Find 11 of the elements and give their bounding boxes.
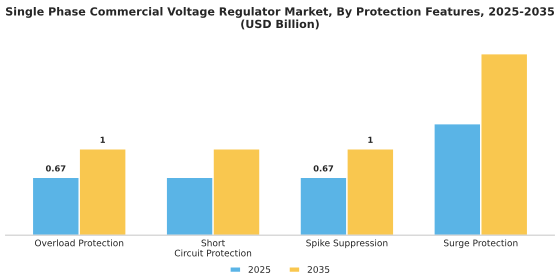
data-label: 0.67 (314, 165, 334, 172)
chart-title: Single Phase Commercial Voltage Regulator Market, By Protection Features, 2025-2035 (USD Billion) (6, 7, 554, 30)
x-tick-label: Short Circuit Protection (174, 239, 252, 256)
x-tick-label: Spike Suppression (306, 239, 388, 248)
data-label: 0.67 (46, 165, 66, 172)
legend-label: 2025 (248, 266, 270, 273)
data-label: 1 (368, 136, 373, 143)
x-tick-label: Overload Protection (34, 239, 124, 246)
x-tick-label: Surge Protection (444, 239, 518, 248)
legend-label: 2035 (308, 266, 330, 273)
data-label: 1 (100, 136, 105, 143)
